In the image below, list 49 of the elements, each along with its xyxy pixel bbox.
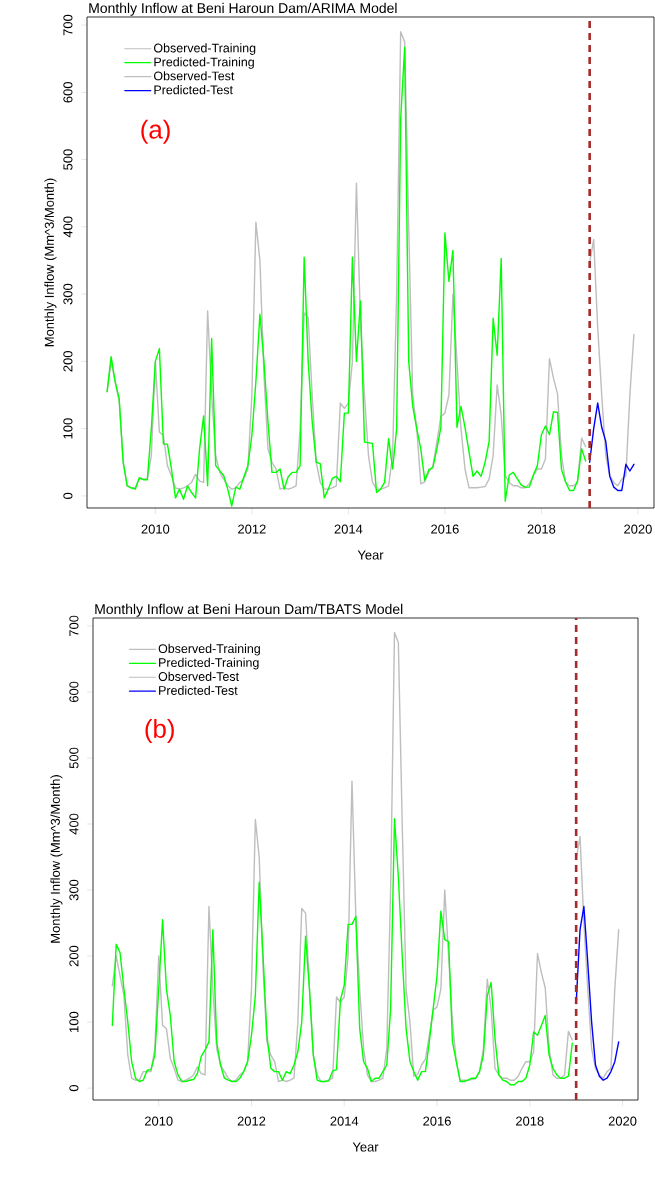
y-tick-label: 200 (69, 945, 79, 967)
legend-label: Predicted-Training (154, 57, 254, 69)
legend-label: Predicted-Test (154, 85, 233, 95)
annotation: (a) (141, 119, 170, 144)
y-tick-label: 600 (63, 82, 73, 103)
y-tick-label: 700 (69, 615, 79, 637)
legend-label: Observed-Training (153, 43, 256, 55)
x-tick-label: 2010 (141, 524, 170, 534)
y-tick-label: 500 (69, 747, 79, 769)
x-tick-label: 2014 (330, 1116, 359, 1126)
line-series (588, 402, 635, 492)
y-axis-title: Monthly Inflow (Mm^3/Month) (44, 178, 57, 347)
annotation: (b) (145, 718, 174, 744)
y-tick-label: 100 (63, 418, 73, 439)
y-tick-label: 500 (63, 149, 73, 170)
y-tick-label: 400 (63, 216, 73, 238)
x-tick-label: 2010 (144, 1116, 173, 1126)
y-tick-label: 300 (63, 283, 73, 305)
y-tick-label: 100 (69, 1011, 79, 1032)
line-series (575, 905, 620, 1081)
x-tick-label: 2020 (608, 1116, 637, 1126)
x-tick-label: 2012 (238, 524, 266, 534)
legend-label: Predicted-Test (159, 685, 238, 695)
x-tick-label: 2020 (624, 524, 652, 534)
chart-title: Monthly Inflow at Beni Haroun Dam/ARIMA Model (89, 2, 397, 16)
x-tick-label: 2014 (334, 524, 363, 534)
y-tick-label: 300 (69, 879, 79, 901)
y-axis-title: Monthly Inflow (Mm^3/Month) (50, 775, 63, 943)
y-tick-label: 0 (63, 492, 73, 499)
line-series (111, 818, 573, 1086)
y-tick-label: 600 (69, 681, 79, 703)
y-tick-label: 0 (69, 1085, 79, 1092)
legend-label: Observed-Training (158, 643, 260, 656)
x-tick-label: 2018 (527, 524, 556, 534)
x-axis-title: Year (352, 1142, 379, 1152)
x-tick-label: 2016 (423, 1116, 451, 1126)
y-tick-label: 200 (63, 351, 73, 372)
x-tick-label: 2012 (237, 1116, 266, 1126)
line-series (575, 835, 620, 1079)
legend-label: Observed-Test (158, 671, 239, 681)
legend-label: Observed-Test (153, 71, 235, 81)
chart-title: Monthly Inflow at Beni Haroun Dam/TBATS Model (95, 603, 403, 617)
x-tick-label: 2016 (431, 524, 459, 534)
x-axis-title: Year (357, 550, 384, 560)
legend-label: Predicted-Training (159, 657, 259, 670)
line-series (588, 238, 635, 487)
x-tick-label: 2018 (516, 1116, 544, 1126)
y-tick-label: 400 (69, 813, 79, 835)
y-tick-label: 700 (63, 14, 73, 36)
